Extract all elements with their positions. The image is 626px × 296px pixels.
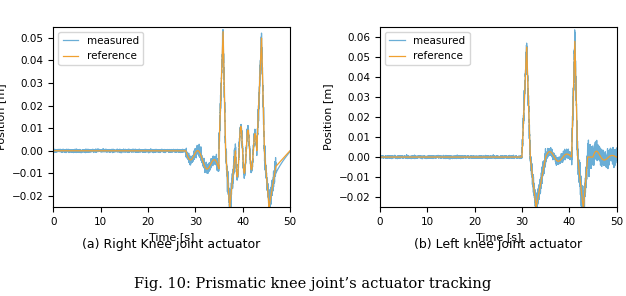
measured [226,204,233,207]
reference [219,30,227,33]
measured [192,154,199,158]
measured [419,154,427,158]
reference [571,50,578,54]
Legend: measured, reference: measured, reference [58,32,143,65]
measured [140,148,147,152]
measured [203,167,211,170]
Y-axis label: Position [m]: Position [m] [323,83,333,150]
measured [466,155,474,158]
measured [613,146,620,150]
reference [419,155,427,159]
measured [93,148,100,152]
reference [376,155,384,159]
measured [49,148,57,151]
Text: Fig. 10: Prismatic knee joint’s actuator tracking: Fig. 10: Prismatic knee joint’s actuator… [135,277,491,291]
measured [553,158,560,161]
measured [530,184,538,187]
reference [613,155,620,159]
reference [530,186,538,189]
Line: measured: measured [380,30,617,219]
measured [518,156,526,160]
X-axis label: Time [s]: Time [s] [149,232,194,242]
measured [244,125,252,129]
X-axis label: Time [s]: Time [s] [476,232,521,242]
Line: measured: measured [53,30,290,214]
reference [466,155,474,159]
reference [140,149,147,152]
measured [571,50,578,54]
measured [219,28,227,31]
reference [571,40,578,43]
reference [518,155,526,159]
measured [376,154,384,158]
reference [226,203,233,207]
measured [286,150,294,153]
reference [49,149,57,152]
reference [286,149,294,152]
reference [244,128,252,132]
Text: (a) Right Knee joint actuator: (a) Right Knee joint actuator [83,238,260,251]
reference [93,149,100,152]
Legend: measured, reference: measured, reference [385,32,470,65]
Line: reference: reference [380,41,617,209]
reference [192,151,199,155]
reference [203,167,211,171]
measured [571,28,578,32]
reference [580,207,587,211]
measured [580,217,587,221]
reference [265,205,273,209]
Text: (b) Left knee joint actuator: (b) Left knee joint actuator [414,238,582,251]
reference [553,159,560,162]
measured [265,212,273,216]
Y-axis label: Position [m]: Position [m] [0,83,6,150]
Line: reference: reference [53,32,290,207]
